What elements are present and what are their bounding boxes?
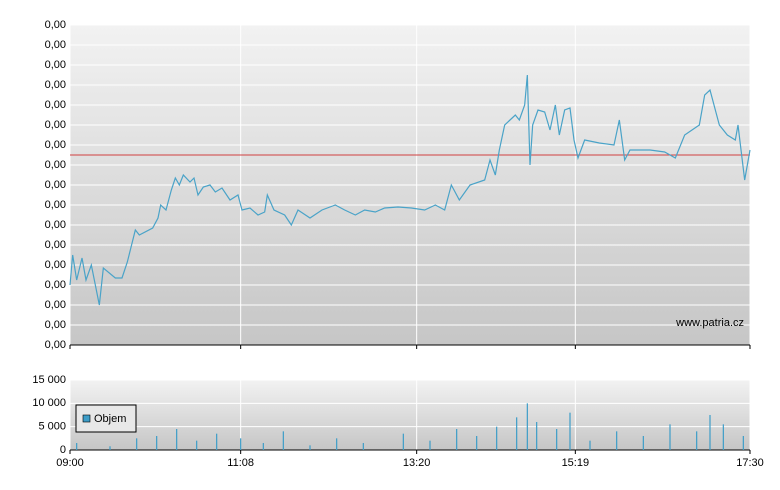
y-tick-label: 0,00 — [45, 39, 66, 51]
y-tick-label: 10 000 — [32, 397, 66, 409]
y-tick-label: 0,00 — [45, 239, 66, 251]
legend-swatch — [82, 414, 91, 423]
y-tick-label: 0,00 — [45, 339, 66, 351]
volume-bar — [309, 445, 311, 450]
x-tick-label: 15:19 — [562, 457, 590, 469]
volume-bar — [516, 417, 518, 450]
volume-bar — [642, 436, 644, 450]
volume-bar — [176, 429, 178, 450]
x-tick-label: 11:08 — [227, 457, 254, 469]
y-tick-label: 0,00 — [45, 119, 66, 131]
watermark: www.patria.cz — [675, 317, 744, 329]
volume-bar — [336, 438, 338, 450]
volume-bar — [456, 429, 458, 450]
y-tick-label: 5 000 — [38, 421, 66, 433]
volume-bar — [709, 415, 711, 450]
legend-label: Objem — [94, 413, 126, 425]
y-tick-label: 0,00 — [45, 99, 66, 111]
volume-bar — [526, 403, 528, 450]
y-tick-label: 15 000 — [32, 374, 66, 386]
volume-bar — [362, 443, 364, 450]
volume-bar — [556, 429, 558, 450]
volume-bar — [696, 431, 698, 450]
y-tick-label: 0,00 — [45, 319, 66, 331]
y-tick-label: 0,00 — [45, 199, 66, 211]
y-tick-label: 0 — [60, 444, 66, 456]
plot-area — [70, 380, 750, 450]
volume-bar — [402, 433, 404, 450]
x-tick-label: 09:00 — [56, 457, 84, 469]
y-tick-label: 0,00 — [45, 79, 66, 91]
x-tick-label: 17:30 — [736, 457, 764, 469]
volume-bar — [722, 424, 724, 450]
price-line — [69, 74, 751, 306]
volume-bar — [156, 436, 158, 450]
volume-bar — [282, 431, 284, 450]
y-tick-label: 0,00 — [45, 299, 66, 311]
volume-bar — [136, 438, 138, 450]
volume-bar — [616, 431, 618, 450]
x-tick-label: 13:20 — [403, 457, 431, 469]
volume-bar — [476, 436, 478, 450]
volume-bar — [742, 436, 744, 450]
volume-bar — [669, 424, 671, 450]
y-tick-label: 0,00 — [45, 59, 66, 71]
y-tick-label: 0,00 — [45, 139, 66, 151]
volume-bar — [240, 438, 242, 450]
y-tick-label: 0,00 — [45, 259, 66, 271]
volume-bar — [589, 440, 591, 450]
y-tick-label: 0,00 — [45, 279, 66, 291]
volume-bar — [216, 433, 218, 450]
legend: Objem — [75, 404, 137, 433]
y-tick-label: 0,00 — [45, 179, 66, 191]
volume-bar — [536, 422, 538, 450]
volume-bar — [262, 443, 264, 450]
y-tick-label: 0,00 — [45, 219, 66, 231]
y-tick-label: 0,00 — [45, 19, 66, 31]
volume-bar — [429, 440, 431, 450]
y-tick-label: 0,00 — [45, 159, 66, 171]
volume-bar — [496, 426, 498, 450]
volume-bar — [196, 440, 198, 450]
volume-bar — [569, 412, 571, 450]
volume-bar — [109, 446, 111, 450]
volume-bar — [76, 443, 78, 450]
